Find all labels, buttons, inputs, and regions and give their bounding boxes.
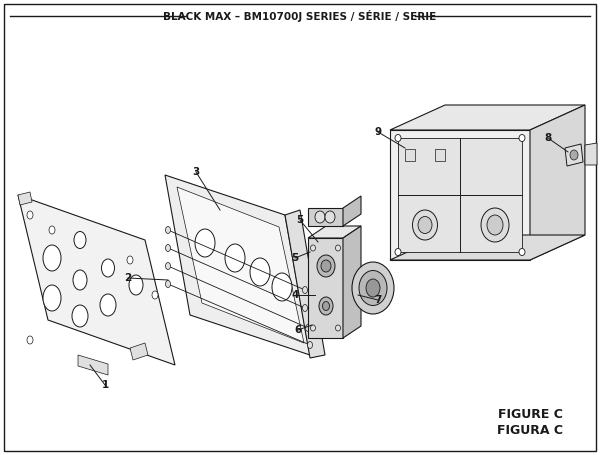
Ellipse shape	[43, 245, 61, 271]
Polygon shape	[343, 226, 361, 338]
Polygon shape	[390, 105, 585, 130]
Polygon shape	[530, 105, 585, 260]
Polygon shape	[78, 355, 108, 375]
Ellipse shape	[418, 217, 432, 233]
Ellipse shape	[395, 248, 401, 256]
Ellipse shape	[319, 297, 333, 315]
Ellipse shape	[321, 260, 331, 272]
Ellipse shape	[27, 211, 33, 219]
Ellipse shape	[519, 135, 525, 142]
Polygon shape	[308, 238, 343, 338]
Ellipse shape	[127, 256, 133, 264]
Ellipse shape	[308, 342, 313, 349]
Polygon shape	[308, 208, 343, 226]
Polygon shape	[165, 175, 310, 355]
Polygon shape	[398, 138, 522, 252]
Polygon shape	[308, 226, 361, 238]
Ellipse shape	[27, 336, 33, 344]
Polygon shape	[177, 187, 304, 343]
Text: 1: 1	[101, 380, 109, 390]
Polygon shape	[405, 149, 415, 161]
Ellipse shape	[317, 255, 335, 277]
Text: 8: 8	[544, 133, 551, 143]
Polygon shape	[343, 268, 363, 308]
Polygon shape	[285, 210, 325, 358]
Ellipse shape	[315, 211, 325, 223]
Text: 4: 4	[292, 290, 299, 300]
Ellipse shape	[166, 263, 170, 269]
Ellipse shape	[305, 324, 311, 332]
Text: BLACK MAX – BM10700J SERIES / SÉRIE / SERIE: BLACK MAX – BM10700J SERIES / SÉRIE / SE…	[163, 10, 437, 22]
Ellipse shape	[166, 280, 170, 288]
Polygon shape	[390, 235, 585, 260]
Ellipse shape	[302, 304, 308, 312]
Text: 5: 5	[296, 215, 304, 225]
Ellipse shape	[101, 259, 115, 277]
Ellipse shape	[311, 325, 316, 331]
Ellipse shape	[250, 258, 270, 286]
Ellipse shape	[100, 294, 116, 316]
Text: 5: 5	[292, 253, 299, 263]
Ellipse shape	[481, 208, 509, 242]
Ellipse shape	[43, 285, 61, 311]
Ellipse shape	[302, 287, 308, 293]
Ellipse shape	[335, 325, 341, 331]
Ellipse shape	[166, 227, 170, 233]
Text: 6: 6	[295, 325, 302, 335]
Ellipse shape	[519, 248, 525, 256]
Text: 9: 9	[374, 127, 382, 137]
Ellipse shape	[49, 226, 55, 234]
Ellipse shape	[73, 270, 87, 290]
Ellipse shape	[395, 135, 401, 142]
Polygon shape	[130, 343, 148, 360]
Ellipse shape	[225, 244, 245, 272]
Ellipse shape	[413, 210, 437, 240]
Ellipse shape	[166, 244, 170, 252]
Text: 3: 3	[193, 167, 200, 177]
Polygon shape	[18, 192, 32, 205]
Ellipse shape	[311, 245, 316, 251]
Text: FIGURA C: FIGURA C	[497, 424, 563, 436]
Polygon shape	[343, 196, 361, 226]
Polygon shape	[565, 144, 583, 166]
Text: FIGURE C: FIGURE C	[497, 409, 562, 421]
Ellipse shape	[195, 229, 215, 257]
Ellipse shape	[570, 150, 578, 160]
Ellipse shape	[272, 273, 292, 301]
Polygon shape	[390, 130, 530, 260]
Text: 2: 2	[124, 273, 131, 283]
Text: 7: 7	[374, 295, 382, 305]
Ellipse shape	[72, 305, 88, 327]
Polygon shape	[18, 195, 175, 365]
Ellipse shape	[366, 279, 380, 297]
Ellipse shape	[152, 291, 158, 299]
Ellipse shape	[352, 262, 394, 314]
Ellipse shape	[129, 275, 143, 295]
Ellipse shape	[74, 232, 86, 248]
Ellipse shape	[487, 215, 503, 235]
Ellipse shape	[323, 302, 329, 310]
Polygon shape	[585, 143, 597, 165]
Ellipse shape	[359, 271, 387, 305]
Polygon shape	[435, 149, 445, 161]
Ellipse shape	[335, 245, 341, 251]
Ellipse shape	[325, 211, 335, 223]
